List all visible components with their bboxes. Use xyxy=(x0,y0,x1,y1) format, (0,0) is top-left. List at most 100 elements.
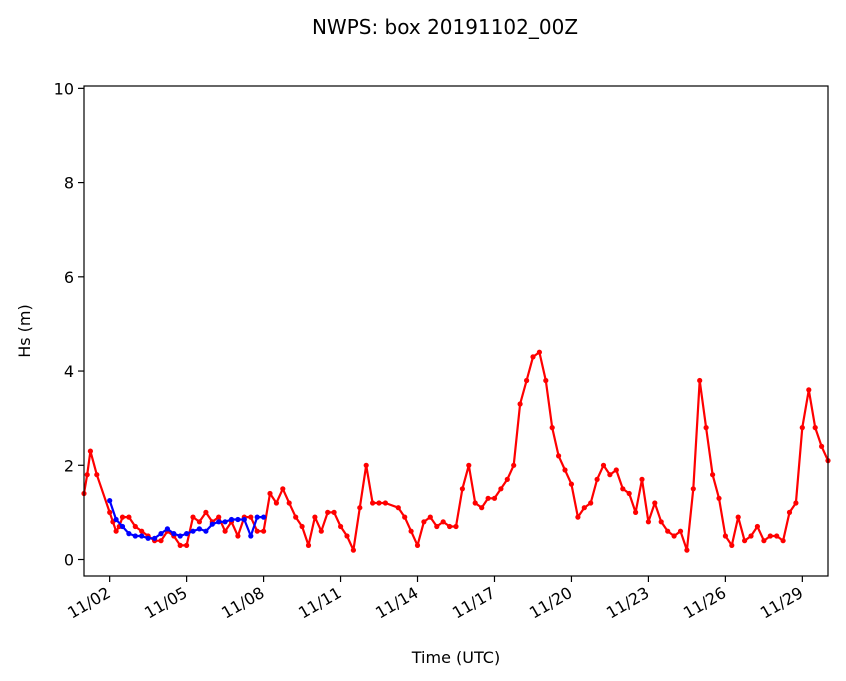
data-point xyxy=(562,467,568,473)
data-point xyxy=(254,514,260,520)
data-point xyxy=(139,528,145,534)
data-point xyxy=(171,531,177,537)
data-point xyxy=(748,533,754,539)
data-point xyxy=(658,519,664,525)
data-point xyxy=(414,542,421,549)
data-point xyxy=(203,528,209,534)
data-point xyxy=(216,514,222,520)
data-point xyxy=(799,425,805,431)
data-point xyxy=(504,476,510,482)
data-point xyxy=(434,523,440,530)
data-point xyxy=(177,542,183,549)
data-point xyxy=(113,528,119,534)
x-tick-label: 11/05 xyxy=(141,583,190,623)
data-point xyxy=(312,514,318,520)
data-point xyxy=(421,519,427,525)
data-point xyxy=(228,516,235,523)
data-point xyxy=(491,495,498,501)
data-point xyxy=(119,523,126,530)
data-point xyxy=(222,528,228,534)
data-point xyxy=(241,516,247,523)
data-point xyxy=(479,505,485,511)
data-point xyxy=(575,514,581,520)
data-point xyxy=(280,486,286,492)
x-axis: 11/02 11/05 11/08 11/11 11/14 11/17 11/20 11/23… xyxy=(64,576,806,623)
data-point xyxy=(164,526,170,532)
data-point xyxy=(626,490,632,497)
x-tick-label: 11/14 xyxy=(372,583,421,623)
data-point xyxy=(600,462,607,468)
x-tick-label: 11/23 xyxy=(603,583,652,623)
data-point xyxy=(722,533,729,539)
chart-title: NWPS: box 20191102_00Z xyxy=(312,15,578,39)
axes-frame xyxy=(83,85,829,577)
data-point xyxy=(132,523,138,530)
data-point xyxy=(235,533,241,539)
data-point xyxy=(761,538,767,544)
data-point xyxy=(216,519,222,525)
data-point xyxy=(408,528,414,534)
data-point xyxy=(209,521,215,527)
data-point xyxy=(139,533,145,539)
data-point xyxy=(370,500,376,506)
data-point xyxy=(665,528,671,534)
data-point xyxy=(652,500,658,506)
data-point xyxy=(254,528,260,534)
data-point xyxy=(697,377,703,384)
data-point xyxy=(786,509,793,515)
y-tick-label: 8 xyxy=(64,174,74,193)
plot-area xyxy=(81,349,831,553)
data-point xyxy=(305,542,312,549)
data-point xyxy=(671,533,677,539)
data-point xyxy=(556,453,562,459)
data-point xyxy=(126,514,132,520)
x-tick-label: 11/02 xyxy=(64,583,113,623)
data-point xyxy=(543,377,549,384)
data-point xyxy=(331,509,337,515)
y-axis: 0 2 4 6 8 10 xyxy=(54,79,84,570)
y-tick-label: 0 xyxy=(64,551,74,570)
data-point xyxy=(184,542,190,549)
data-point xyxy=(530,354,536,360)
y-tick-label: 10 xyxy=(54,79,74,98)
data-point xyxy=(344,533,350,539)
data-point xyxy=(780,538,786,544)
data-point xyxy=(152,535,158,541)
data-point xyxy=(774,533,780,539)
data-point xyxy=(517,401,523,407)
data-point xyxy=(767,533,773,539)
y-axis-label: Hs (m) xyxy=(15,304,34,358)
data-point xyxy=(119,514,126,520)
data-point xyxy=(357,505,363,511)
data-point xyxy=(588,500,594,506)
data-point xyxy=(677,528,684,534)
data-point xyxy=(607,472,613,478)
data-point xyxy=(620,486,626,492)
data-point xyxy=(793,500,799,506)
x-tick-label: 11/17 xyxy=(449,583,498,623)
data-point xyxy=(293,514,299,520)
x-tick-label: 11/29 xyxy=(757,583,806,623)
data-point xyxy=(498,486,504,492)
data-point xyxy=(716,495,722,501)
y-tick-label: 2 xyxy=(64,456,74,475)
data-point xyxy=(158,538,164,544)
data-point xyxy=(248,533,254,539)
data-point xyxy=(395,505,401,511)
series-line-1 xyxy=(82,351,830,552)
y-tick-label: 4 xyxy=(64,362,74,381)
data-point xyxy=(402,514,408,520)
data-point xyxy=(248,514,254,520)
data-point xyxy=(440,519,446,525)
data-point xyxy=(812,425,818,431)
data-point xyxy=(267,490,273,497)
data-point xyxy=(472,500,478,506)
data-point xyxy=(536,349,543,355)
data-point xyxy=(613,467,619,473)
data-point xyxy=(524,377,530,384)
data-point xyxy=(363,462,369,468)
data-point xyxy=(376,500,382,506)
data-point xyxy=(645,519,652,525)
data-point xyxy=(684,547,690,553)
x-axis-label: Time (UTC) xyxy=(411,648,500,667)
